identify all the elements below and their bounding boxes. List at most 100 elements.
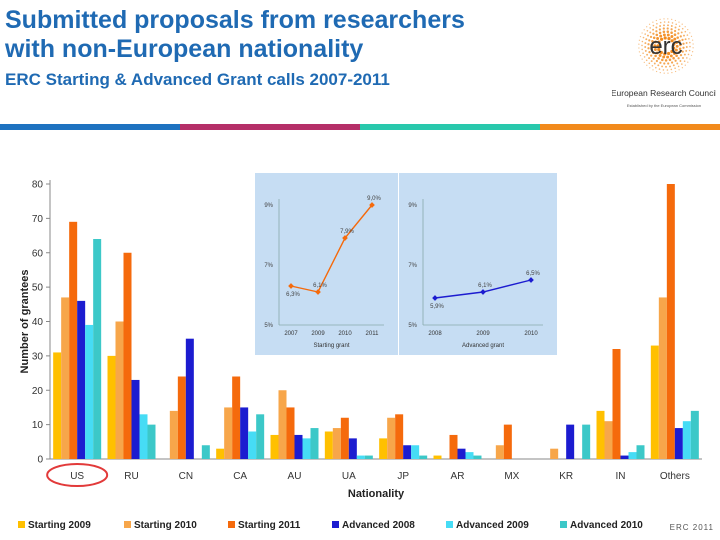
bar-jp-advanced-2009: [411, 445, 419, 459]
logo-dot: [663, 24, 665, 26]
y-tick-label: 70: [32, 214, 44, 225]
logo-dot: [688, 38, 690, 40]
logo-dot: [649, 27, 651, 29]
logo-dot: [644, 42, 646, 44]
logo-dot: [671, 19, 672, 20]
starting-grant-inset-x-tick-label: 2009: [311, 331, 325, 337]
logo-dot: [683, 35, 685, 37]
starting-grant-inset-y-tick-label: 7%: [264, 263, 273, 269]
legend-swatch: [446, 521, 453, 528]
logo-dot: [667, 62, 669, 64]
x-tick-label: MX: [504, 471, 519, 482]
advanced-grant-inset-value-label: 5,9%: [430, 304, 444, 310]
bar-au-advanced-2010: [311, 428, 319, 459]
logo-dot: [640, 55, 641, 56]
logo-dot: [678, 29, 680, 31]
bar-others-starting-2010: [659, 297, 667, 459]
stripe-orange: [540, 124, 720, 130]
logo-dot: [644, 62, 645, 63]
logo-dot: [644, 33, 646, 35]
logo-dot: [638, 47, 639, 48]
logo-dot: [679, 25, 681, 27]
bar-ru-starting-2009: [108, 356, 116, 459]
bar-in-advanced-2010: [637, 445, 645, 459]
logo-dot: [652, 22, 653, 23]
logo-dot: [685, 38, 687, 40]
title-line-1: Submitted proposals from researchers: [5, 6, 465, 34]
logo-dot: [639, 40, 640, 41]
bar-ua-advanced-2008: [349, 438, 357, 459]
bar-others-advanced-2010: [691, 411, 699, 459]
logo-dot: [642, 58, 643, 59]
logo-dot: [668, 21, 670, 23]
bar-in-starting-2011: [613, 349, 621, 459]
logo-dot: [674, 60, 676, 62]
stripe-blue: [0, 124, 180, 130]
x-tick-label: IN: [616, 471, 626, 482]
x-tick-label: Others: [660, 471, 690, 482]
logo-dot: [653, 25, 655, 27]
page-title: Submitted proposals from researchers with…: [5, 6, 565, 64]
stripe-teal: [360, 124, 540, 130]
legend-label: Advanced 2010: [570, 520, 643, 531]
bar-jp-advanced-2010: [419, 456, 427, 459]
logo-dot: [682, 28, 684, 30]
starting-grant-inset-x-tick-label: 2011: [366, 331, 380, 337]
bar-ar-starting-2009: [434, 456, 442, 459]
bar-jp-starting-2009: [379, 438, 387, 459]
bar-jp-starting-2010: [387, 418, 395, 459]
bar-others-advanced-2009: [683, 421, 691, 459]
x-tick-label: UA: [342, 471, 356, 482]
logo-dot: [669, 65, 671, 67]
advanced-grant-inset-x-axis-title: Advanced grant: [462, 343, 504, 349]
starting-grant-inset-value-label: 6,1%: [313, 283, 327, 289]
logo-dot: [644, 29, 645, 30]
logo-dot: [672, 22, 674, 24]
logo-dot: [656, 60, 658, 62]
logo-dot: [671, 69, 673, 71]
logo-dot: [689, 32, 690, 33]
logo-dot: [659, 25, 661, 27]
logo-dot: [673, 64, 675, 66]
starting-grant-inset-x-axis-title: Starting grant: [313, 343, 349, 349]
logo-dot: [684, 54, 686, 56]
starting-grant-inset-value-label: 7,9%: [340, 229, 354, 235]
logo-dot: [689, 46, 691, 48]
logo-dot: [655, 67, 657, 69]
logo-dot: [641, 45, 643, 47]
bar-in-starting-2010: [605, 421, 613, 459]
logo-dot: [675, 20, 676, 21]
logo-dot: [685, 26, 686, 27]
logo-dot: [667, 27, 669, 29]
bar-kr-advanced-2008: [566, 425, 574, 459]
logo-tagline: Established by the European Commission: [627, 103, 701, 108]
logo-dot: [644, 46, 646, 48]
logo-dot: [659, 68, 661, 70]
bar-ru-starting-2011: [124, 253, 132, 459]
bar-ar-advanced-2009: [466, 452, 474, 459]
logo-dot: [675, 24, 677, 26]
logo-dot: [687, 62, 688, 63]
legend-label: Starting 2010: [134, 520, 197, 531]
logo-dot: [682, 47, 684, 49]
logo-dot: [651, 60, 653, 62]
bar-ar-advanced-2008: [458, 449, 466, 459]
logo-dot: [686, 46, 688, 48]
bar-au-advanced-2009: [303, 438, 311, 459]
logo-dot: [654, 63, 656, 65]
starting-grant-inset-value-label: 6,3%: [286, 292, 300, 298]
bar-us-advanced-2008: [77, 301, 85, 459]
logo-dot: [671, 72, 672, 73]
logo-dot: [659, 62, 661, 64]
logo-dot: [678, 21, 679, 22]
legend-swatch: [124, 521, 131, 528]
logo-dot: [644, 56, 646, 58]
advanced-grant-inset-x-tick-label: 2008: [428, 331, 442, 337]
bar-ru-starting-2010: [116, 322, 124, 460]
logo-dot: [649, 24, 650, 25]
advanced-grant-inset-y-tick-label: 7%: [408, 263, 417, 269]
logo-dot: [649, 67, 650, 68]
nationality-bar-chart: 01020304050607080Number of granteesUS RU C…: [0, 140, 720, 540]
bar-cn-starting-2010: [170, 411, 178, 459]
logo-dot: [663, 69, 665, 71]
